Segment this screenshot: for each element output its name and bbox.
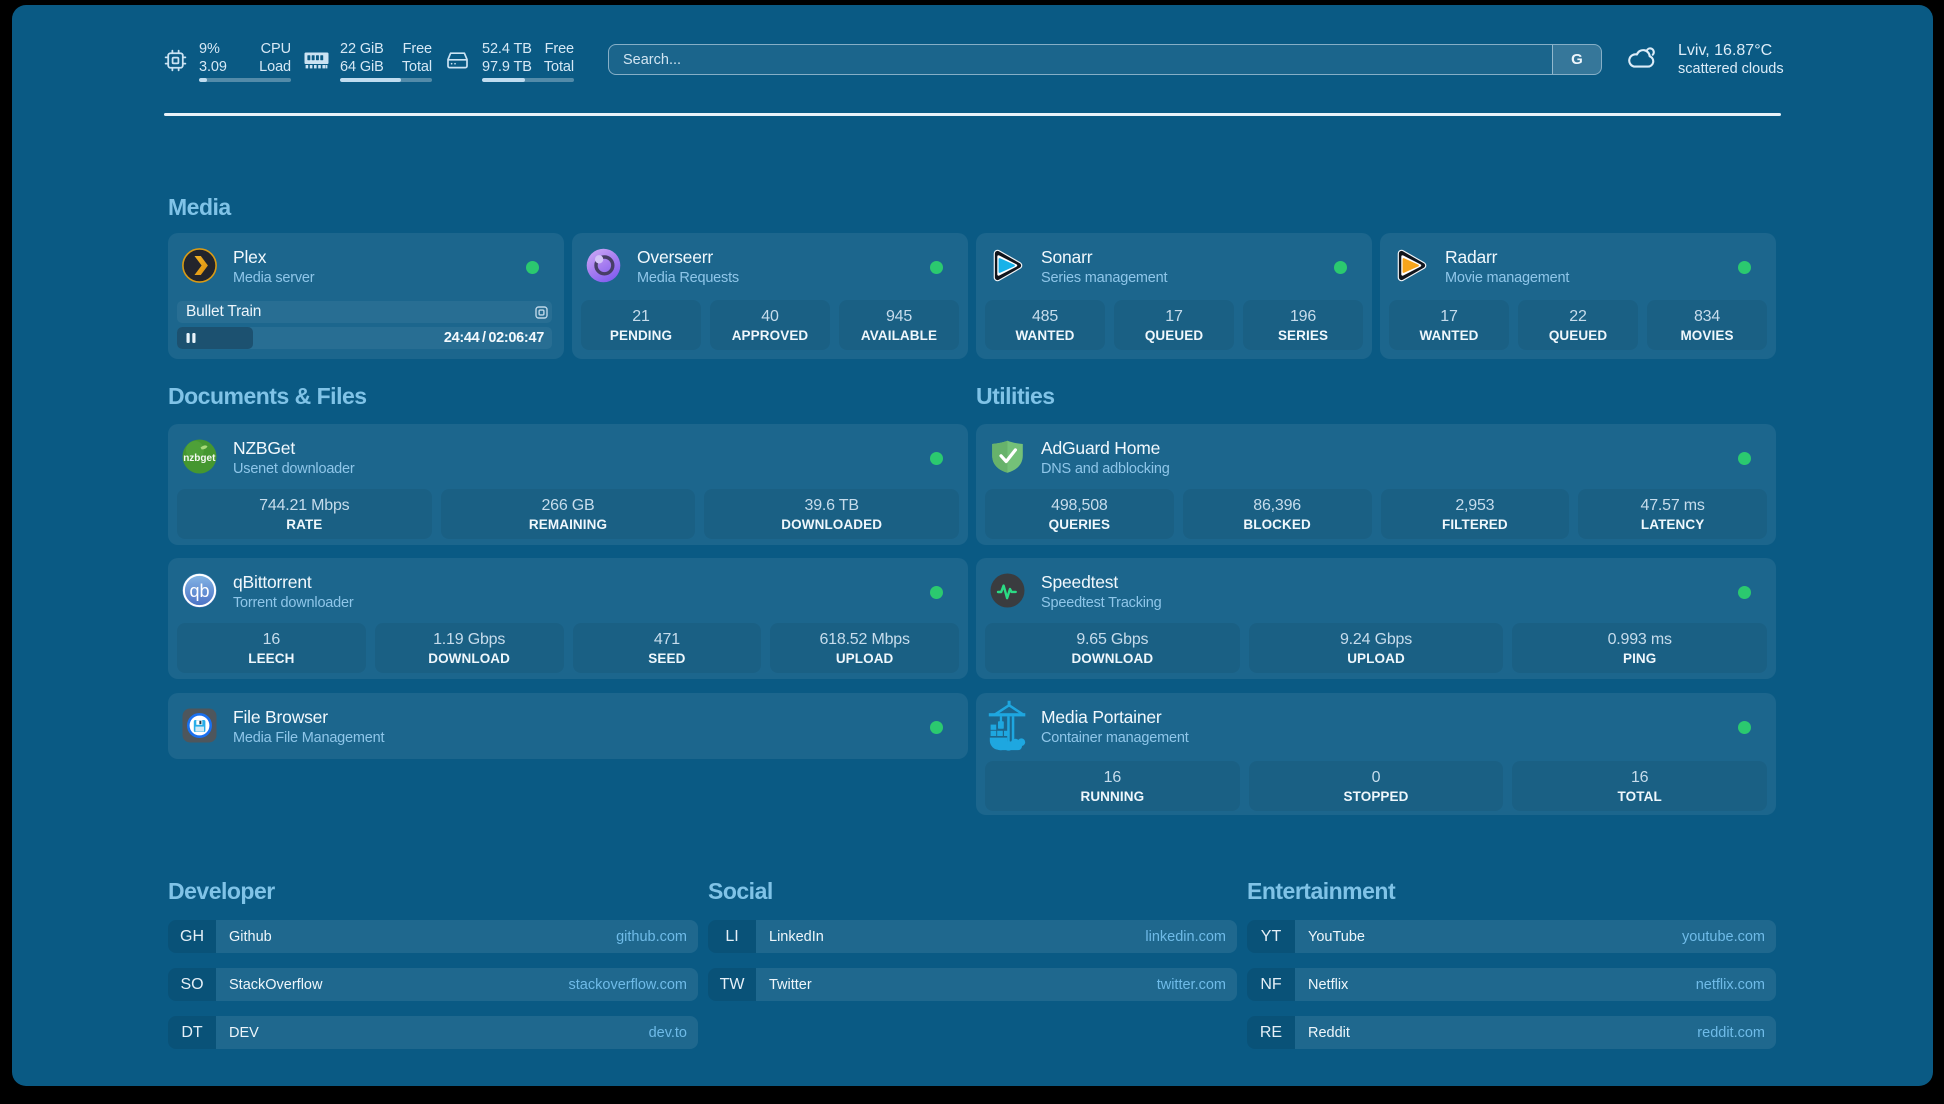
svg-text:qb: qb <box>189 581 209 601</box>
svg-text:nzbget: nzbget <box>183 453 216 464</box>
